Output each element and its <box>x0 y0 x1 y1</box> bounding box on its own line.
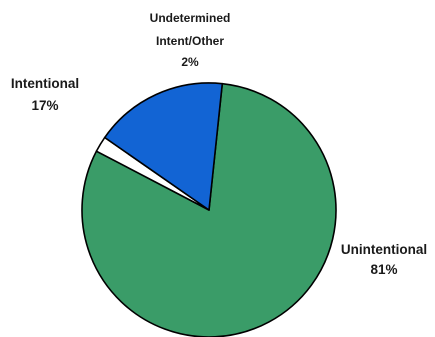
label-undetermined-line1: Undetermined <box>150 11 231 25</box>
pie-slices <box>81 82 337 337</box>
label-unintentional-pct: 81% <box>370 262 397 277</box>
label-undetermined-line2: Intent/Other <box>156 34 224 48</box>
label-unintentional-name: Unintentional <box>341 242 427 257</box>
label-undetermined-pct: 2% <box>181 55 199 69</box>
label-intentional-name: Intentional <box>11 76 79 91</box>
label-intentional-pct: 17% <box>31 98 58 113</box>
pie-slice-intentional <box>103 82 224 211</box>
